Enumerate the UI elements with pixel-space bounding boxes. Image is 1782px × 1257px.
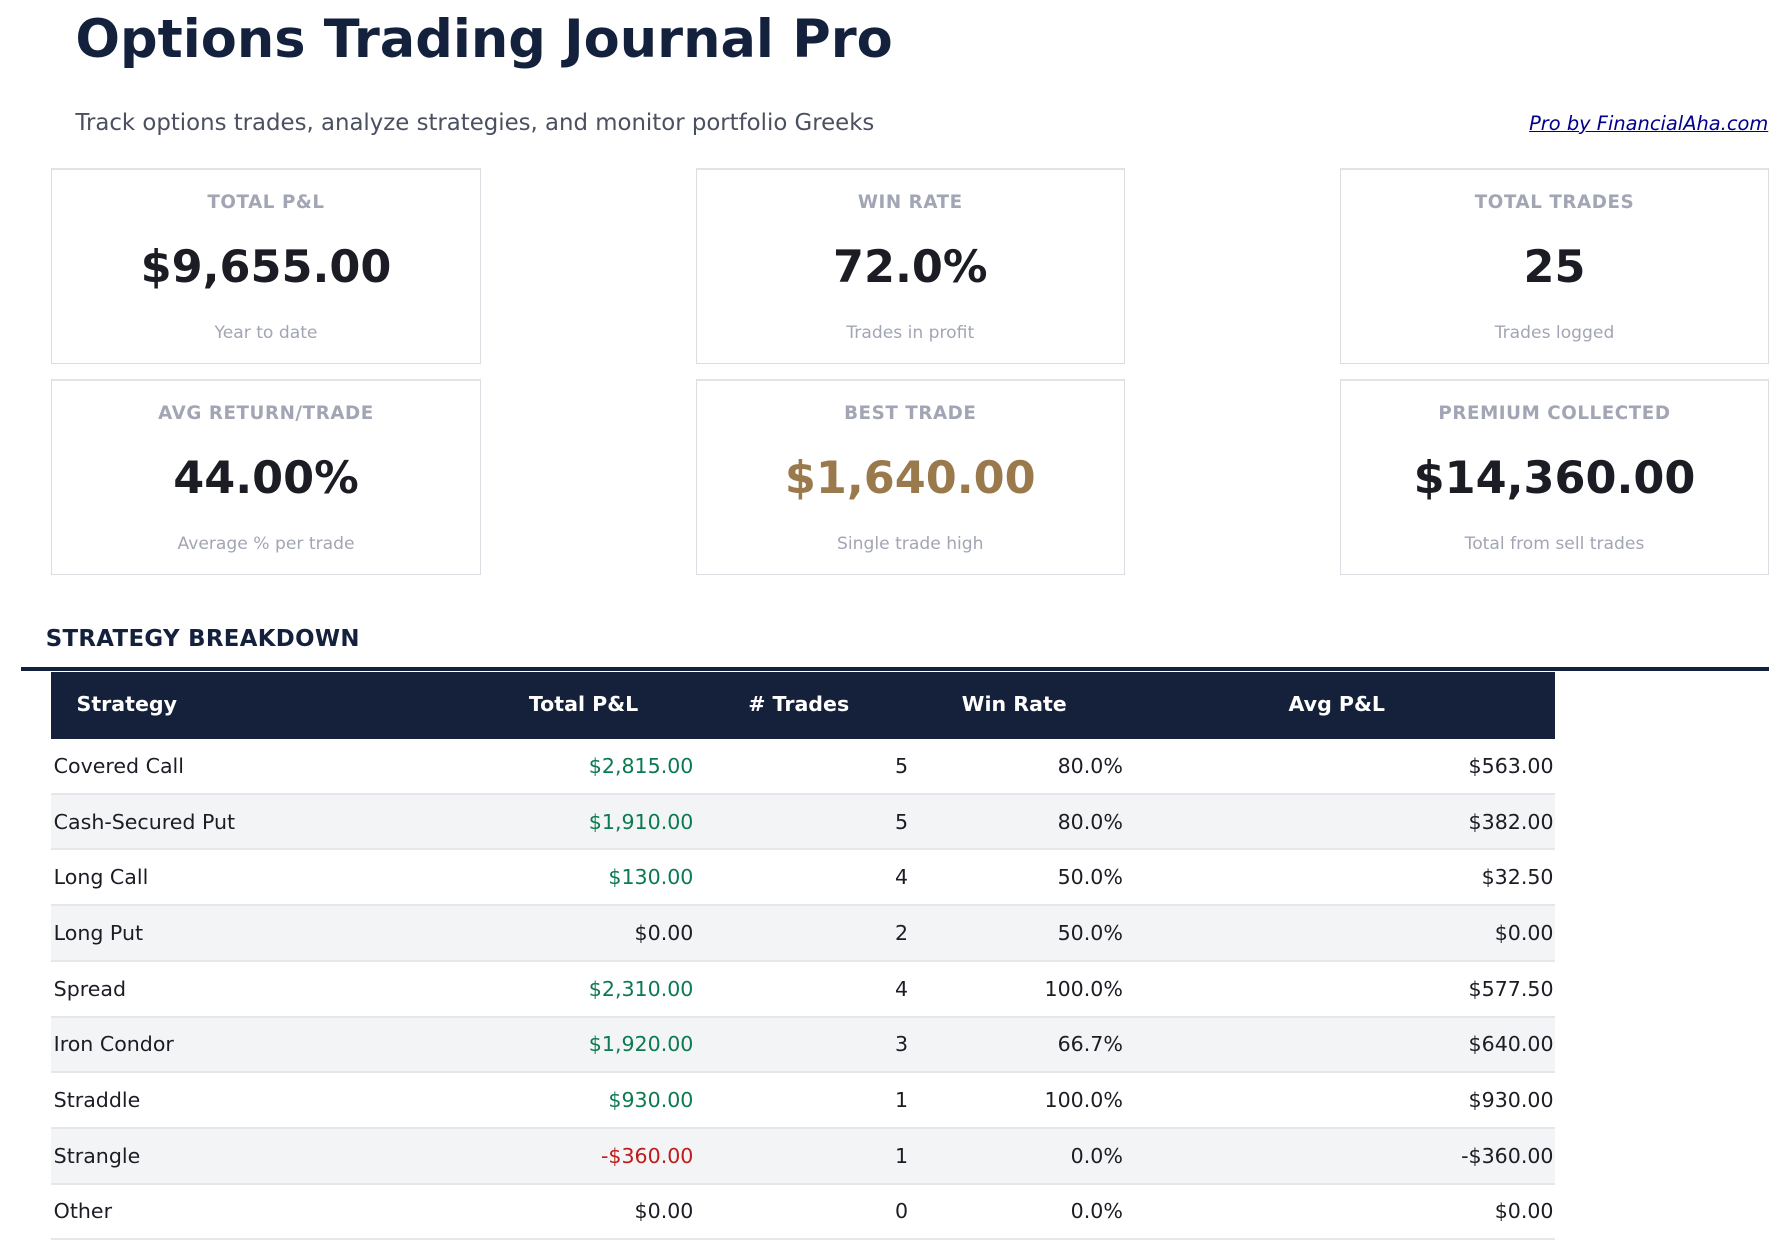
cell-total-pnl: $130.00 [608,865,694,890]
cell-total-pnl: -$360.00 [600,1143,694,1168]
stat-caption: Single trade high [837,534,984,555]
cell-win-rate: 0.0% [1070,1143,1123,1168]
stat-label: TOTAL TRADES [1474,191,1635,213]
section-title: STRATEGY BREAKDOWN [45,625,360,652]
stat-value: 44.00% [173,452,359,505]
cell-avg-pnl: $930.00 [1468,1088,1554,1113]
cell-total-pnl: $0.00 [634,1199,694,1224]
stat-card: BEST TRADE $1,640.00 Single trade high [695,379,1125,576]
cell-avg-pnl: -$360.00 [1461,1143,1554,1168]
cell-win-rate: 0.0% [1070,1199,1123,1224]
financialaha-link[interactable]: Pro by FinancialAha.com [1529,111,1769,135]
table-row: Iron Condor $1,920.00 3 66.7% $640.00 [51,1017,1555,1074]
stat-value: $9,655.00 [140,240,392,293]
cell-total-pnl: $2,815.00 [588,753,694,778]
stat-card: TOTAL TRADES 25 Trades logged [1339,167,1770,364]
cell-avg-pnl: $563.00 [1468,753,1554,778]
cell-trades: 3 [895,1032,909,1057]
table-row: Covered Call $2,815.00 5 80.0% $563.00 [51,739,1555,795]
table-row: Strangle -$360.00 1 0.0% -$360.00 [51,1128,1555,1185]
stat-caption: Trades logged [1494,322,1615,343]
stat-card: WIN RATE 72.0% Trades in profit [695,167,1125,364]
cell-avg-pnl: $0.00 [1494,1199,1554,1224]
stat-value: $1,640.00 [784,452,1036,505]
cell-win-rate: 80.0% [1057,753,1123,778]
table-row: Spread $2,310.00 4 100.0% $577.50 [51,961,1555,1018]
table-row: Long Put $0.00 2 50.0% $0.00 [51,906,1555,962]
stat-card: AVG RETURN/TRADE 44.00% Average % per tr… [51,379,481,576]
cell-trades: 2 [895,920,909,945]
column-header-trades[interactable]: # Trades [748,692,850,717]
cell-win-rate: 50.0% [1057,865,1123,890]
stat-label: TOTAL P&L [207,191,325,213]
cell-total-pnl: $2,310.00 [588,976,694,1001]
table-row: Long Call $130.00 4 50.0% $32.50 [51,850,1555,907]
cell-strategy: Long Put [53,920,144,945]
cell-strategy: Cash-Secured Put [53,809,236,834]
stat-value: $14,360.00 [1413,452,1696,505]
cell-strategy: Spread [53,976,127,1001]
cell-win-rate: 50.0% [1057,920,1123,945]
cell-strategy: Long Call [53,865,149,890]
cell-total-pnl: $1,910.00 [588,809,694,834]
cell-total-pnl: $0.00 [634,920,694,945]
cell-win-rate: 80.0% [1057,809,1123,834]
column-header-strategy[interactable]: Strategy [76,692,177,717]
column-header-avg-pnl[interactable]: Avg P&L [1288,692,1386,717]
cell-avg-pnl: $577.50 [1468,976,1554,1001]
cell-total-pnl: $930.00 [608,1088,694,1113]
stat-card: PREMIUM COLLECTED $14,360.00 Total from … [1339,379,1770,576]
cell-strategy: Iron Condor [53,1032,174,1057]
cell-trades: 4 [895,865,909,890]
cell-trades: 1 [895,1143,909,1168]
cell-strategy: Other [53,1199,113,1224]
stat-value: 72.0% [833,240,988,293]
stat-card: TOTAL P&L $9,655.00 Year to date [51,167,481,364]
stat-caption: Total from sell trades [1464,534,1645,555]
table-row: Other $0.00 0 0.0% $0.00 [51,1184,1555,1241]
cell-trades: 5 [895,809,909,834]
cell-avg-pnl: $640.00 [1468,1032,1554,1057]
cell-strategy: Straddle [53,1088,141,1113]
cell-avg-pnl: $382.00 [1468,809,1554,834]
cell-strategy: Strangle [53,1143,141,1168]
strategy-table: Strategy Total P&L # Trades Win Rate Avg… [51,671,1555,1241]
cell-total-pnl: $1,920.00 [588,1032,694,1057]
cell-trades: 1 [895,1088,909,1113]
stat-caption: Trades in profit [846,322,975,343]
table-body: Covered Call $2,815.00 5 80.0% $563.00 Ca… [51,739,1555,1241]
cell-avg-pnl: $32.50 [1481,865,1554,890]
cell-trades: 5 [895,753,909,778]
stat-value: 25 [1523,240,1586,293]
column-header-total-pnl[interactable]: Total P&L [528,692,639,717]
table-row: Cash-Secured Put $1,910.00 5 80.0% $382.… [51,794,1555,851]
cell-win-rate: 66.7% [1057,1032,1123,1057]
column-header-win-rate[interactable]: Win Rate [961,692,1067,717]
cell-win-rate: 100.0% [1044,976,1123,1001]
cell-strategy: Covered Call [53,753,184,778]
table-row: Straddle $930.00 1 100.0% $930.00 [51,1073,1555,1129]
cell-trades: 4 [895,976,909,1001]
stat-caption: Average % per trade [177,534,355,555]
stat-label: AVG RETURN/TRADE [158,402,374,424]
page-subtitle: Track options trades, analyze strategies… [75,109,875,136]
stat-label: WIN RATE [857,191,963,213]
cell-trades: 0 [895,1199,909,1224]
cell-win-rate: 100.0% [1044,1088,1123,1113]
stat-label: BEST TRADE [844,402,977,424]
stat-label: PREMIUM COLLECTED [1438,402,1671,424]
section-divider [20,667,1770,671]
cell-avg-pnl: $0.00 [1494,920,1554,945]
table-header: Strategy Total P&L # Trades Win Rate Avg… [51,671,1555,740]
page-title: Options Trading Journal Pro [75,9,893,71]
stat-caption: Year to date [214,322,318,343]
